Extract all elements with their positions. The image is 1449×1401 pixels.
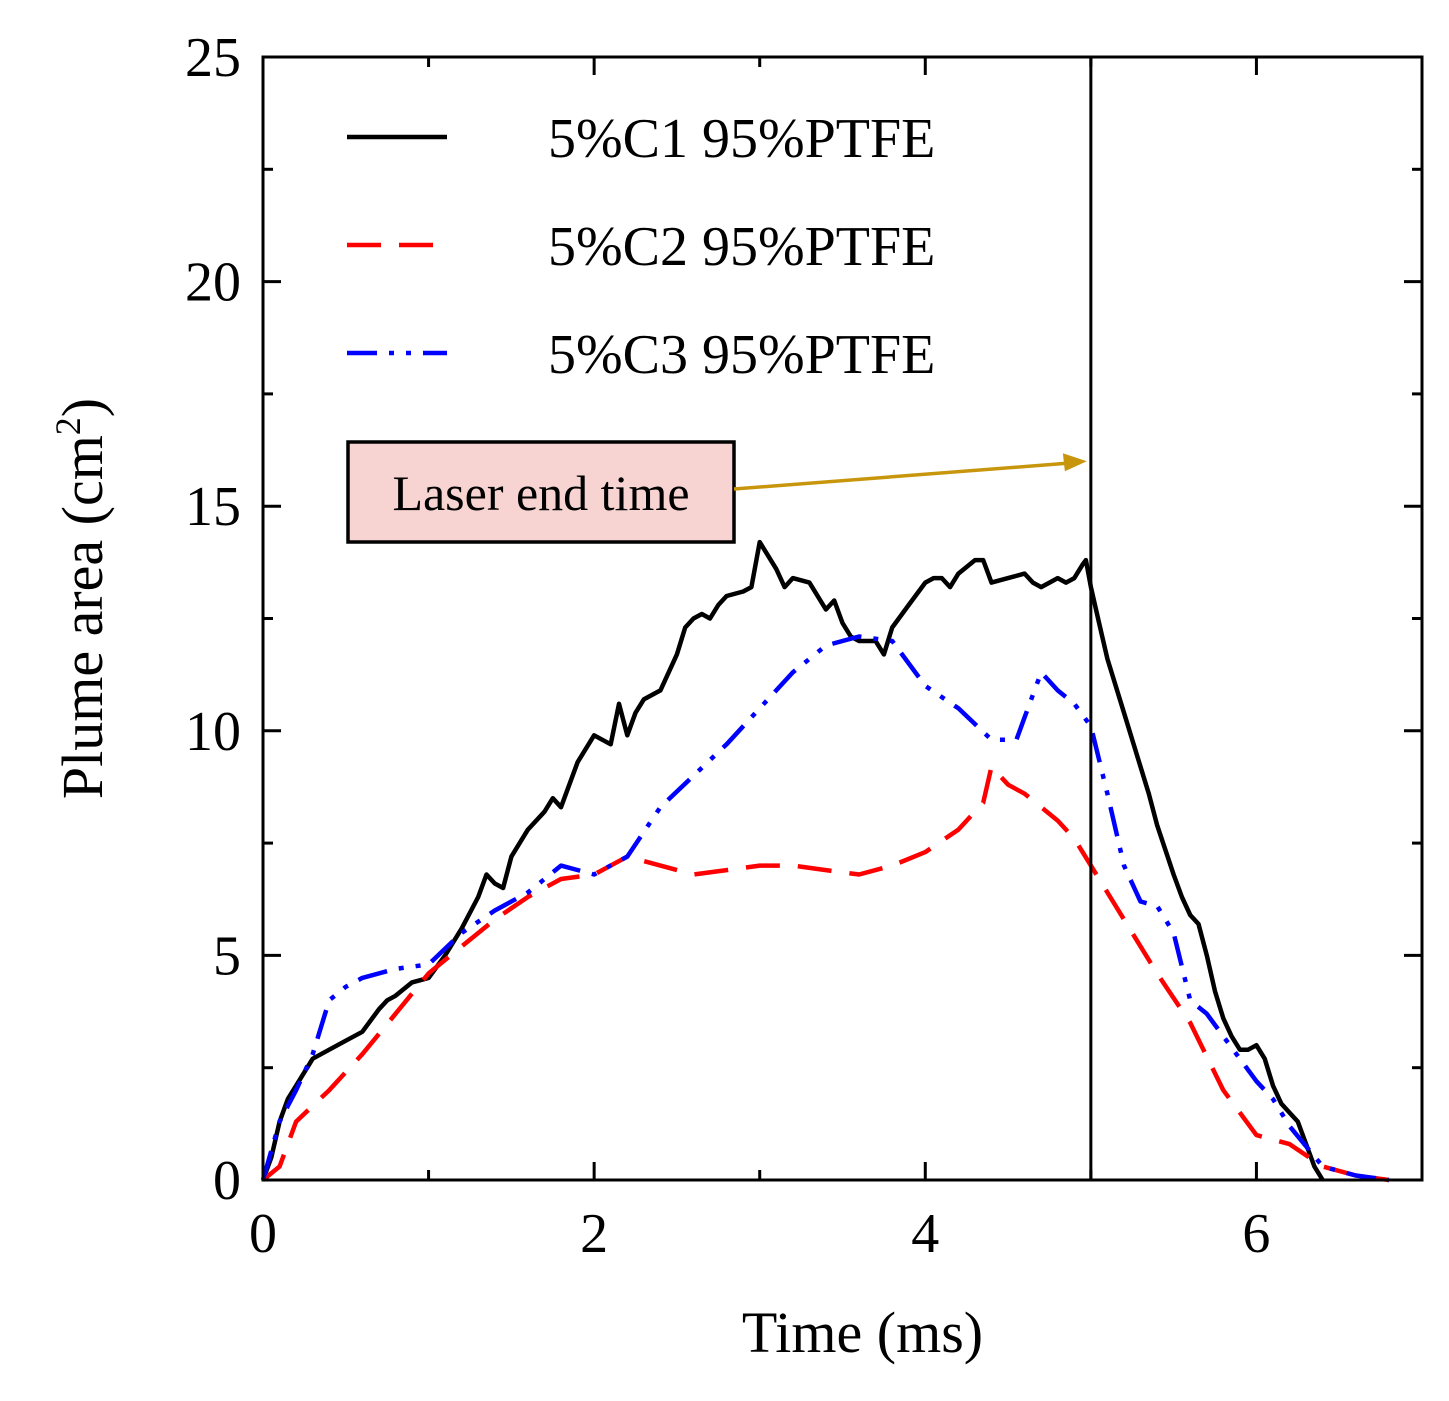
- legend: 5%C1 95%PTFE 5%C2 95%PTFE 5%C3 95%PTFE: [347, 108, 935, 386]
- legend-label-3: 5%C3 95%PTFE: [548, 324, 935, 386]
- y-tick-label: 15: [185, 476, 241, 538]
- y-tick-label: 5: [213, 925, 241, 987]
- legend-label-1: 5%C1 95%PTFE: [548, 108, 935, 170]
- x-tick-label: 4: [911, 1203, 939, 1265]
- y-tick-label: 20: [185, 252, 241, 314]
- series-line-1: [260, 539, 1325, 1182]
- annotation-arrow-head: [1062, 453, 1087, 472]
- x-tick-label: 2: [580, 1203, 608, 1265]
- series-line-3: [260, 634, 1390, 1183]
- annotation-arrow-shaft: [733, 461, 1067, 491]
- y-tick-label: 25: [185, 27, 241, 89]
- y-tick-label: 0: [213, 1150, 241, 1212]
- annotation-box: [346, 440, 736, 544]
- series-layer: [260, 539, 1390, 1183]
- annotation-label: Laser end time: [392, 465, 689, 521]
- tick-layer: 0 2 4 6 0 5 10 15 20 25: [185, 27, 1424, 1265]
- x-tick-label: 6: [1242, 1203, 1270, 1265]
- y-axis-title: Plume area (cm2): [48, 398, 115, 799]
- legend-label-2: 5%C2 95%PTFE: [548, 216, 935, 278]
- x-tick-label: 0: [249, 1203, 277, 1265]
- y-tick-label: 10: [185, 701, 241, 763]
- series-line-2: [261, 764, 1390, 1183]
- laser-end-annotation: Laser end time: [346, 440, 1087, 544]
- x-axis-title: Time (ms): [742, 1300, 983, 1365]
